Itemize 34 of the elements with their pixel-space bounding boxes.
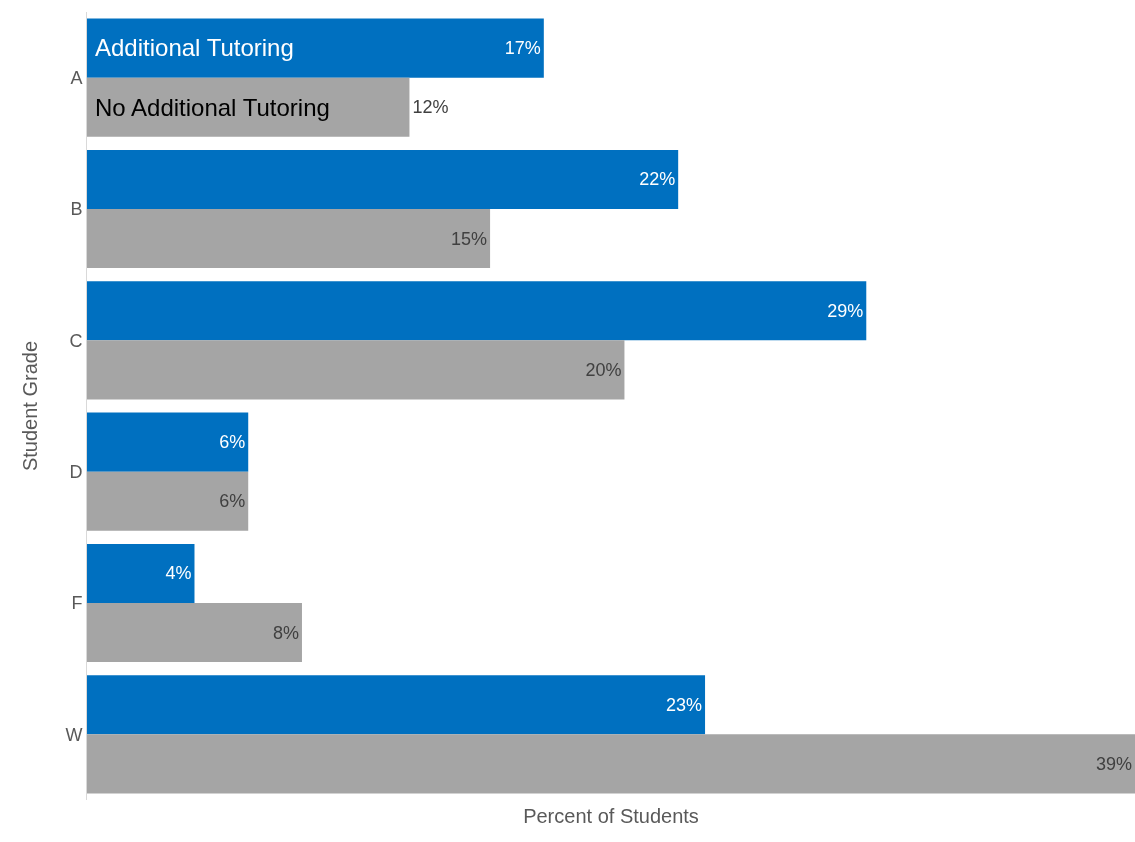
data-label: 22% bbox=[639, 169, 676, 190]
y-tick-label: F bbox=[71, 593, 83, 614]
y-tick-label: D bbox=[69, 461, 83, 482]
data-label: 39% bbox=[1095, 753, 1132, 774]
bar bbox=[87, 412, 249, 472]
bar bbox=[87, 209, 491, 269]
data-label: 17% bbox=[504, 38, 541, 59]
bar bbox=[87, 149, 679, 209]
data-label: 20% bbox=[585, 359, 622, 380]
data-label: 15% bbox=[451, 228, 488, 249]
data-label: 29% bbox=[827, 300, 864, 321]
y-tick-label: A bbox=[70, 67, 83, 88]
y-tick-label: C bbox=[69, 330, 83, 351]
bar bbox=[87, 340, 625, 400]
data-label: 6% bbox=[219, 491, 246, 512]
data-label: 4% bbox=[165, 563, 192, 584]
bar bbox=[87, 603, 302, 663]
series-label: Additional Tutoring bbox=[95, 34, 294, 61]
bar bbox=[87, 471, 249, 531]
y-tick-label: W bbox=[65, 724, 83, 745]
x-axis-title: Percent of Students bbox=[523, 804, 699, 827]
bar bbox=[87, 543, 195, 603]
data-label: 6% bbox=[219, 432, 246, 453]
series-label: No Additional Tutoring bbox=[95, 94, 330, 121]
bar bbox=[87, 18, 544, 78]
bar bbox=[87, 675, 706, 735]
bar bbox=[87, 77, 410, 137]
y-tick-label: B bbox=[70, 199, 83, 220]
data-label: 8% bbox=[272, 622, 299, 643]
y-axis-title: Student Grade bbox=[18, 340, 41, 472]
data-label: 23% bbox=[666, 694, 703, 715]
data-label: 12% bbox=[412, 97, 449, 118]
bar bbox=[87, 734, 1135, 794]
bar bbox=[87, 281, 867, 341]
